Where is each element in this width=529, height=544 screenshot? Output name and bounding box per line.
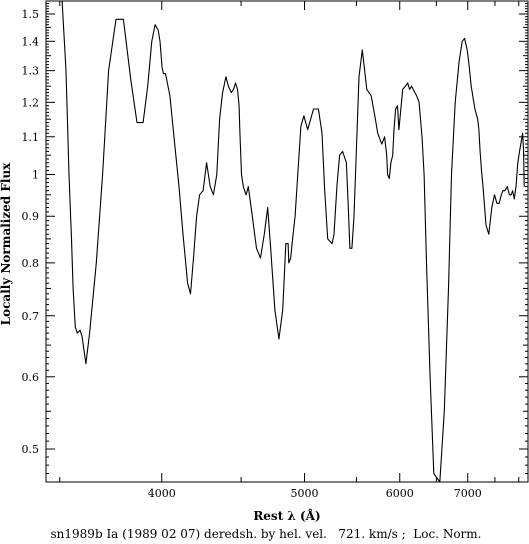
y-tick-label: 0.6 — [22, 371, 40, 384]
y-tick-label: 1.1 — [22, 131, 40, 144]
y-tick-label: 1 — [32, 169, 39, 182]
x-tick-label: 6000 — [386, 487, 414, 500]
plot-border — [45, 0, 529, 483]
y-tick-label: 0.9 — [22, 210, 40, 223]
spectrum-series — [61, 1, 525, 482]
x-axis-ticks: 4000 5000 6000 7000 — [59, 1, 520, 500]
y-tick-label: 1.5 — [22, 8, 40, 21]
spectrum-line-segment — [478, 129, 525, 235]
x-tick-label: 5000 — [291, 487, 319, 500]
plot-frame — [45, 0, 529, 483]
y-axis-label: Locally Normalized Flux — [0, 162, 13, 325]
y-tick-label: 0.7 — [22, 310, 40, 323]
spectrum-line-segment — [61, 1, 480, 482]
y-axis-ticks: 0.5 0.6 0.7 0.8 0.9 1 1.1 1.2 1.3 1.4 1.5 — [22, 3, 528, 474]
x-tick-label: 7000 — [454, 487, 482, 500]
y-tick-label: 1.2 — [22, 96, 40, 109]
y-tick-label: 1.3 — [22, 65, 40, 78]
y-tick-label: 0.5 — [22, 443, 40, 456]
y-tick-label: 0.8 — [22, 257, 40, 270]
x-axis-label: Rest λ (Å) — [253, 508, 320, 523]
chart-caption: sn1989b Ia (1989 02 07) deredsh. by hel.… — [51, 527, 482, 541]
x-tick-label: 4000 — [148, 487, 176, 500]
y-tick-label: 1.4 — [22, 35, 40, 48]
